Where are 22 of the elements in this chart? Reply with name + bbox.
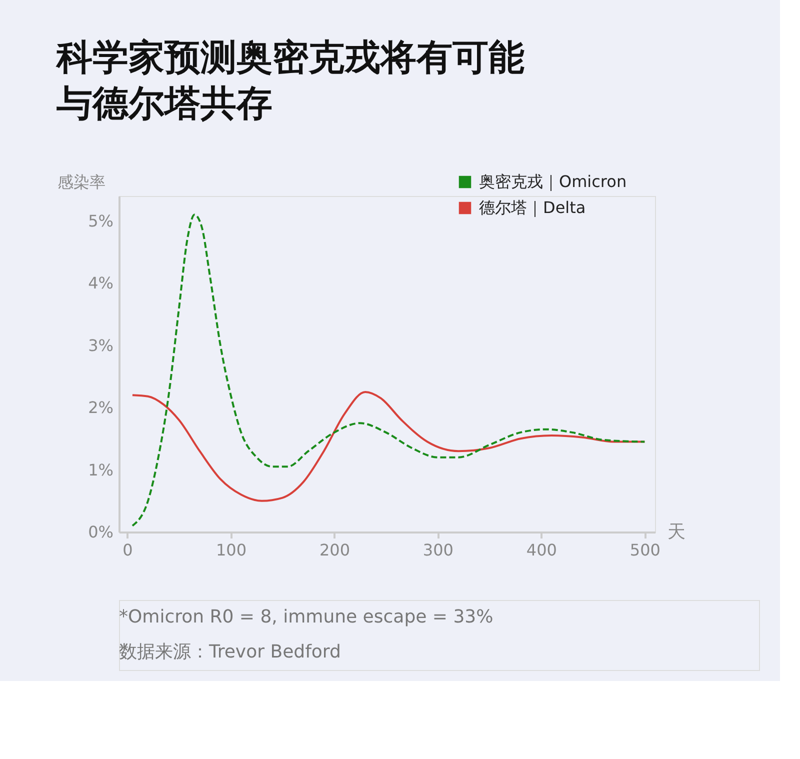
y-tick-label: 1%	[88, 460, 114, 480]
line-series	[131, 391, 646, 502]
y-tick-label: 5%	[88, 211, 114, 230]
x-axis-title: 天	[668, 522, 686, 542]
y-axis-title: 感染率	[58, 172, 106, 192]
text: 与德尔塔共存	[56, 84, 272, 124]
line-series	[131, 214, 646, 527]
x-tick-label: 300	[422, 540, 454, 560]
text: *Omicron R0 = 8, immune escape = 33%	[119, 606, 494, 628]
y-tick-label: 2%	[88, 398, 114, 418]
y-tick-label: 0%	[88, 522, 114, 542]
legend-label: 德尔塔｜Delta	[479, 198, 586, 217]
x-tick-label: 400	[526, 540, 557, 560]
legend-label: 奥密克戎｜Omicron	[479, 172, 627, 191]
x-tick-label: 500	[630, 540, 660, 560]
source-note: 数据来源：Trevor Bedford	[119, 642, 341, 662]
x-tick-label: 0	[122, 540, 133, 560]
y-tick-label: 4%	[88, 274, 114, 293]
y-tick-label: 3%	[88, 336, 114, 355]
x-tick-label: 100	[216, 540, 247, 560]
text: 科学家预测奥密克戎将有可能	[56, 38, 524, 78]
x-tick-label: 200	[319, 540, 350, 560]
